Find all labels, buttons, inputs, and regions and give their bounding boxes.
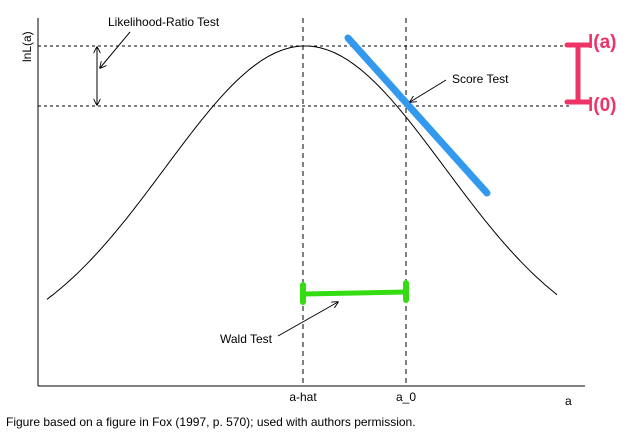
marker-label-top: l(a)	[588, 32, 617, 53]
wald-test-label: Wald Test	[220, 332, 273, 346]
score-test-label: Score Test	[452, 72, 509, 86]
likelihood-ratio-label: Likelihood-Ratio Test	[108, 15, 220, 29]
wald-test-bar	[300, 280, 409, 305]
score-pointer-arrow	[410, 79, 447, 102]
likelihood-interval-marker	[564, 42, 592, 105]
tick-label-a-hat: a-hat	[289, 390, 317, 404]
y-axis-label: lnL(a)	[20, 31, 34, 62]
marker-label-bottom: l(0)	[588, 95, 617, 116]
figure-caption: Figure based on a figure in Fox (1997, p…	[6, 415, 416, 429]
wald-pointer-arrow	[277, 302, 338, 337]
x-axis-label: a	[565, 394, 572, 408]
log-likelihood-curve	[46, 45, 558, 300]
score-tangent-line	[344, 34, 491, 197]
lr-pointer-arrow	[100, 31, 131, 68]
tick-label-a0: a_0	[396, 390, 416, 404]
